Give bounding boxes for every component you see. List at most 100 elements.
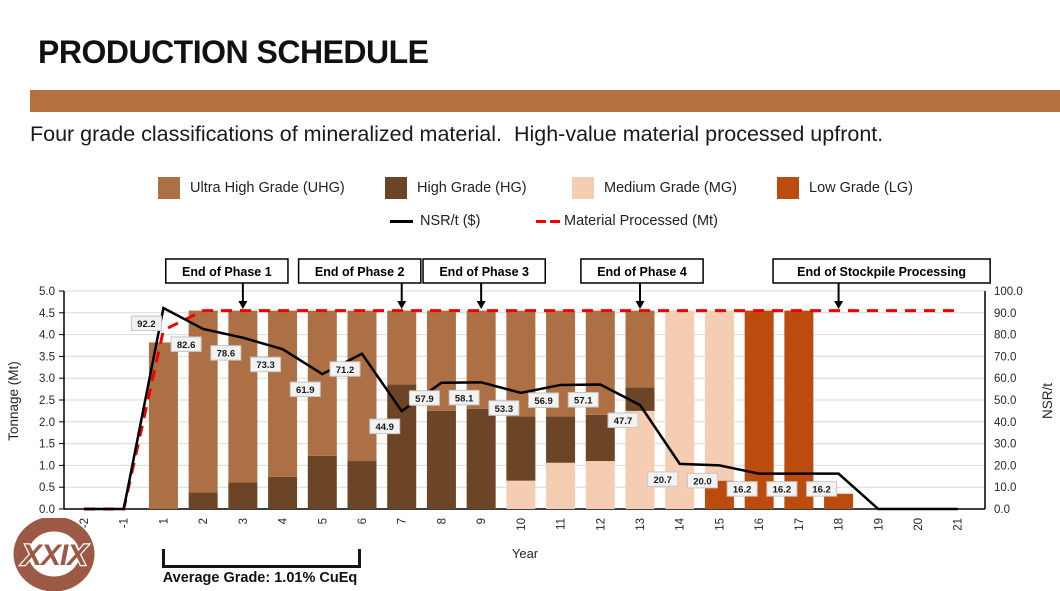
x-tick-label: 6: [357, 518, 369, 524]
bar-uhg-year-6: [347, 310, 377, 462]
bar-hg-year-11: [546, 416, 576, 463]
page-title: PRODUCTION SCHEDULE: [38, 34, 429, 70]
nsr-value-label-box: [488, 400, 520, 416]
x-tick-label: 16: [754, 518, 766, 531]
bar-hg-year-9: [466, 408, 496, 509]
bar-mg-year-15: [704, 310, 734, 481]
x-tick-label: 2: [198, 518, 210, 524]
nsr-value-label-box: [210, 345, 242, 361]
nsr-value-label-box: [686, 472, 718, 489]
nsr-value-label-box: [408, 390, 440, 406]
bar-hg-year-5: [307, 455, 337, 509]
nsr-value-label: 20.0: [693, 476, 712, 487]
bar-uhg-year-7: [387, 310, 417, 385]
bar-uhg-year-13: [625, 310, 655, 388]
x-tick-label: 11: [556, 518, 568, 530]
y-tick-label-left: 2.0: [39, 417, 55, 429]
legend-swatch-hg: [385, 177, 407, 199]
material-line-key-icon: [536, 220, 546, 223]
y-tick-label-right: 50.0: [994, 395, 1016, 407]
bar-lg-year-16: [744, 310, 774, 509]
x-axis-title: Year: [511, 546, 539, 561]
y-tick-label-right: 90.0: [994, 308, 1016, 320]
x-tick-label: 12: [595, 518, 607, 531]
bar-lg-year-17: [784, 310, 814, 509]
xxix-logo: XXIX: [13, 518, 95, 591]
y-tick-label-right: 80.0: [994, 330, 1016, 342]
x-tick-label: 5: [317, 518, 329, 524]
y-tick-label-right: 40.0: [994, 417, 1016, 429]
legend-label-mg: Medium Grade (MG): [604, 180, 737, 196]
phase-annotation-box: [422, 258, 546, 284]
bar-lg-year-18: [824, 493, 854, 509]
x-tick-label: 10: [516, 518, 528, 531]
bar-hg-year-10: [506, 416, 536, 481]
nsr-value-label-box: [329, 361, 361, 377]
bar-hg-year-6: [347, 461, 377, 509]
x-tick-label: 1: [158, 518, 170, 524]
y-tick-label-left: 0.5: [39, 482, 55, 494]
x-tick-label: 20: [913, 518, 925, 531]
legend-swatch-uhg: [158, 177, 180, 199]
nsr-value-label-box: [289, 381, 321, 398]
y-tick-label-right: 0.0: [994, 504, 1010, 516]
x-tick-label: 21: [953, 518, 965, 531]
y-tick-label-left: 1.5: [39, 439, 55, 451]
material-processed-line: [84, 309, 958, 511]
legend-swatch-mg: [572, 177, 594, 199]
nsr-value-label: 20.7: [653, 475, 672, 486]
x-tick-label: 8: [436, 518, 448, 524]
nsr-value-label-box: [567, 392, 599, 408]
nsr-value-label-box: [170, 336, 202, 352]
phase-annotation-box: [297, 258, 422, 284]
nsr-value-label-box: [250, 356, 282, 373]
x-tick-label: 4: [278, 517, 290, 524]
nsr-value-label-box: [607, 412, 639, 429]
logo-text: XXIX: [20, 539, 89, 572]
nsr-value-label-box: [726, 481, 758, 497]
nsr-value-label: 56.9: [534, 396, 553, 407]
nsr-value-label: 16.2: [773, 485, 792, 496]
bar-hg-year-3: [228, 482, 258, 509]
x-tick-label: 19: [873, 518, 885, 531]
nsr-value-label: 58.1: [455, 393, 474, 404]
y-tick-label-left: 4.5: [39, 308, 55, 320]
phase-annotation-arrowhead: [476, 301, 486, 309]
y-tick-label-left: 1.0: [39, 460, 55, 472]
nsr-value-label-box: [647, 471, 679, 487]
y-tick-label-right: 60.0: [994, 373, 1016, 385]
bar-hg-year-4: [268, 476, 298, 509]
nsr-value-label-box: [806, 481, 838, 497]
phase-annotation-box: [165, 258, 289, 284]
nsr-value-label: 73.3: [256, 360, 275, 371]
legend-label-nsr: NSR/t ($): [420, 213, 481, 229]
nsr-value-label-box: [130, 315, 162, 332]
phase-annotation-box: [580, 258, 704, 284]
phase-annotation-arrowhead: [397, 301, 407, 309]
legend-label-lg: Low Grade (LG): [809, 180, 913, 196]
x-tick-label: 17: [794, 518, 806, 531]
x-tick-label: 14: [675, 517, 687, 530]
subtitle: Four grade classifications of mineralize…: [30, 122, 884, 146]
nsr-value-label-box: [766, 481, 798, 497]
phase-annotation-label: End of Phase 1: [182, 265, 272, 279]
x-tick-label: 3: [238, 518, 250, 524]
y-tick-label-left: 3.0: [39, 373, 55, 385]
y-tick-label-left: 3.5: [39, 351, 55, 363]
x-tick-label: 7: [397, 518, 409, 524]
legend-swatch-lg: [777, 177, 799, 199]
y-tick-label-left: 5.0: [39, 286, 55, 298]
y-tick-label-right: 20.0: [994, 460, 1016, 472]
nsr-value-label: 82.6: [177, 340, 196, 351]
phase-annotation-arrowhead: [834, 301, 844, 309]
x-tick-label: 18: [834, 518, 846, 531]
nsr-value-label: 78.6: [217, 349, 236, 360]
logo-ring-icon: [13, 518, 95, 591]
nsr-value-label-box: [528, 392, 560, 408]
material-line-key-icon: [550, 220, 560, 223]
bar-mg-year-10: [506, 480, 536, 509]
nsr-line-key-icon: [390, 220, 413, 223]
phase-annotation-box: [772, 258, 991, 284]
x-tick-label: 15: [714, 518, 726, 531]
